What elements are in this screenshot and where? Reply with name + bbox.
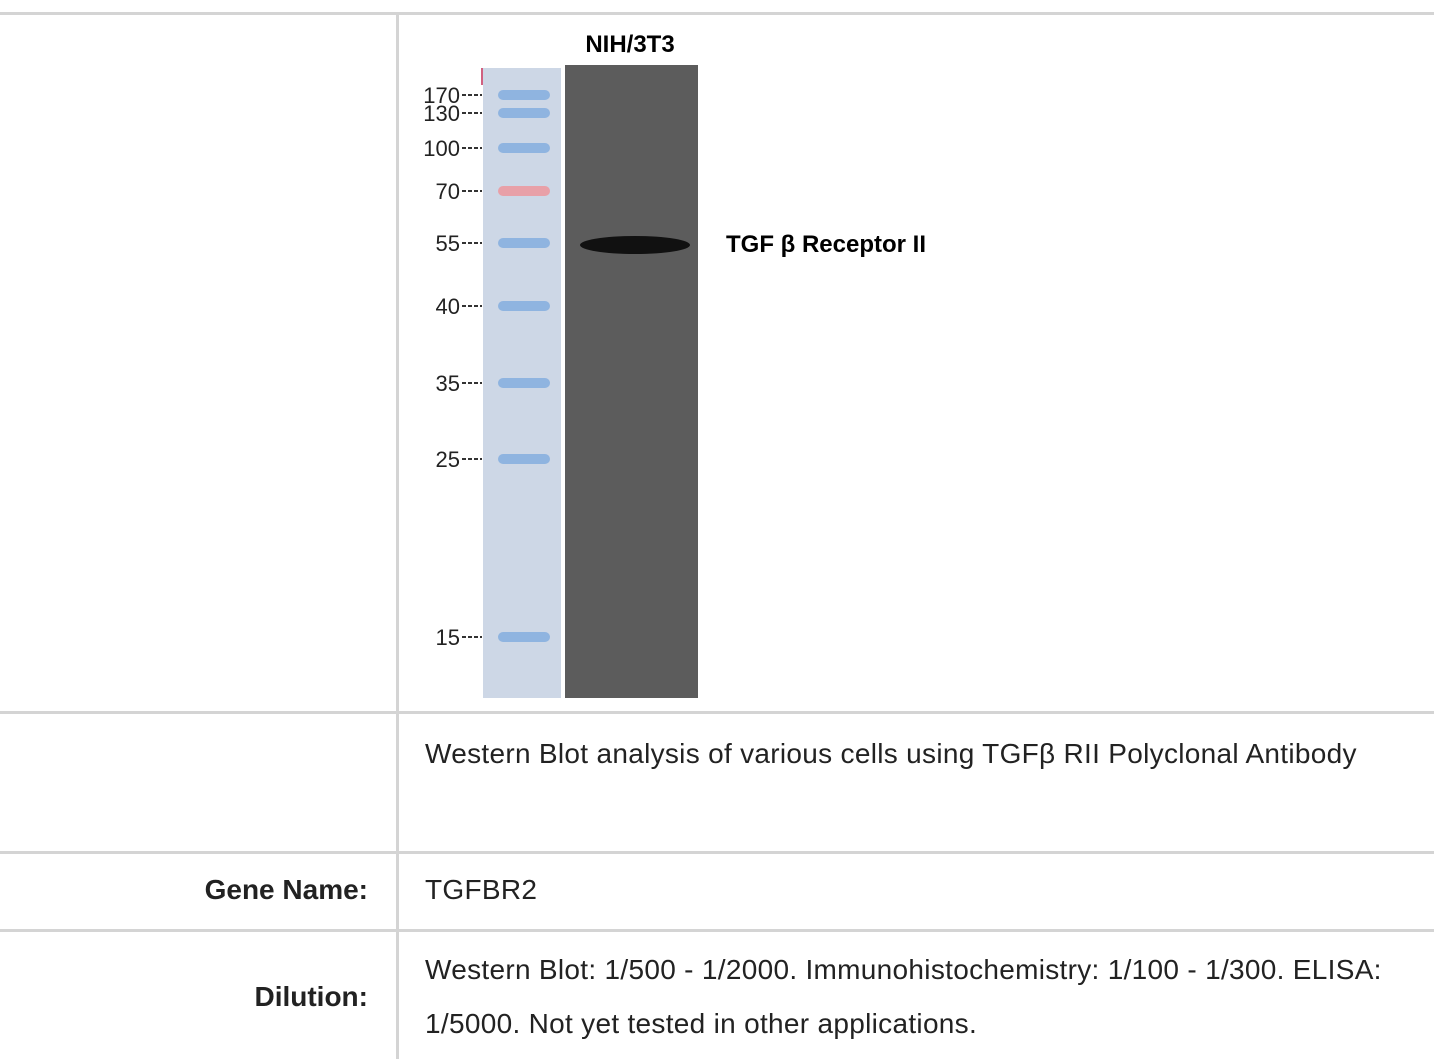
marker-label: 40 bbox=[436, 294, 460, 319]
marker-label: 55 bbox=[436, 231, 460, 256]
border bbox=[396, 12, 399, 1059]
marker-label: 130 bbox=[423, 101, 460, 126]
border bbox=[0, 851, 1434, 854]
ladder-band bbox=[498, 378, 550, 388]
band bbox=[580, 236, 690, 254]
ladder-band bbox=[498, 186, 550, 196]
ladder-band bbox=[498, 90, 550, 100]
marker-label: 25 bbox=[436, 447, 460, 472]
band-label: TGF β Receptor II bbox=[726, 231, 926, 258]
row-value: TGFBR2 bbox=[425, 874, 538, 905]
lane-label: NIH/3T3 bbox=[585, 31, 674, 58]
border bbox=[0, 711, 1434, 714]
marker-label: 100 bbox=[423, 136, 460, 161]
ladder-band bbox=[498, 632, 550, 642]
marker-label: 70 bbox=[436, 179, 460, 204]
ladder-band bbox=[498, 301, 550, 311]
sample-lane bbox=[565, 65, 698, 698]
marker-label: 35 bbox=[436, 371, 460, 396]
row-label: Dilution: bbox=[254, 981, 368, 1012]
border bbox=[0, 12, 1434, 15]
caption: Western Blot analysis of various cells u… bbox=[425, 738, 1357, 769]
marker-label: 170 bbox=[423, 83, 460, 108]
border bbox=[0, 929, 1434, 932]
ladder-band bbox=[498, 238, 550, 248]
ladder-band bbox=[498, 454, 550, 464]
ladder-band bbox=[498, 108, 550, 118]
marker-label: 15 bbox=[436, 625, 460, 650]
row-value: Western Blot: 1/500 - 1/2000. Immunohist… bbox=[425, 954, 1382, 1039]
row-label: Gene Name: bbox=[204, 874, 368, 905]
ladder-band bbox=[498, 143, 550, 153]
